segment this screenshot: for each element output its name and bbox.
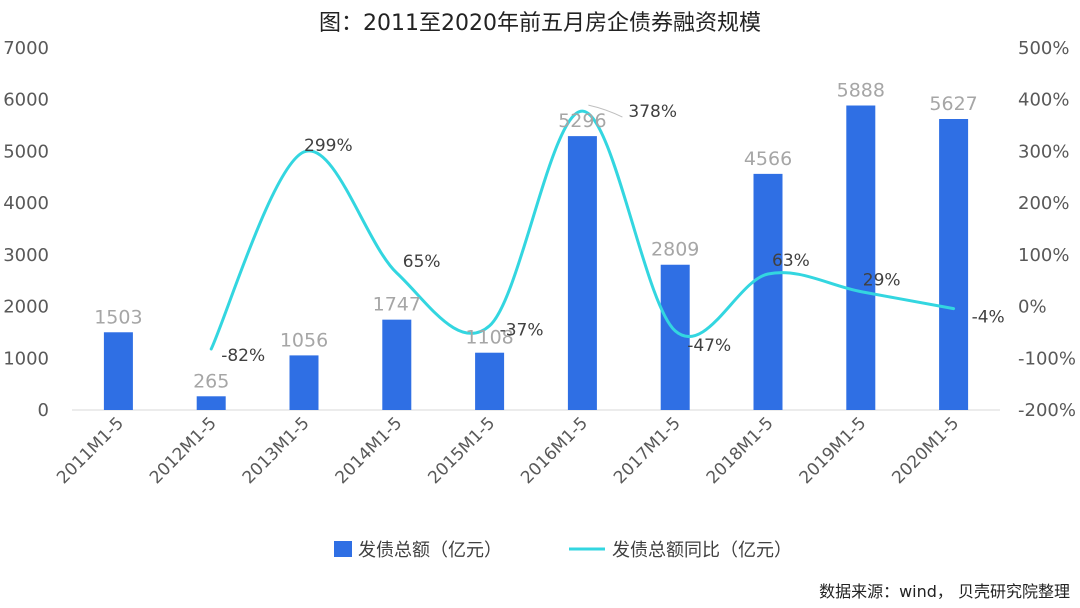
bar-series [103,105,969,410]
axes: 0 1000 2000 3000 4000 5000 6000 7000 -200% -100% 0… [3,38,1076,488]
y-left-tick-label: 6000 [3,90,49,111]
y-left-tick-label: 4000 [3,193,49,214]
legend-bar-label: 发债总额（亿元） [358,540,502,561]
y-left-tick-label: 2000 [3,297,49,318]
x-tick-label: 2014M1-5 [332,413,407,488]
data-labels: 1503 265 1056 1747 1108 5296 2809 4566 5888 5627 -… [94,80,1004,393]
legend: 发债总额（亿元） 发债总额同比（亿元） [334,540,792,561]
bar [289,355,319,410]
bar-value-label: 5627 [929,93,977,115]
bar [196,396,226,410]
line-value-label: -37% [500,321,544,341]
x-tick-label: 2018M1-5 [703,413,778,488]
bar [382,319,412,410]
bar [103,332,133,410]
legend-line-label: 发债总额同比（亿元） [612,540,792,561]
bar-value-label: 1056 [280,329,328,351]
bar [939,119,969,410]
x-tick-label: 2013M1-5 [239,413,314,488]
y-right-tick-label: -200% [1018,400,1076,421]
chart-title: 图：2011至2020年前五月房企债券融资规模 [319,11,761,36]
legend-bar-swatch [334,541,352,557]
line-series [209,109,956,351]
line-value-label: -82% [221,346,265,366]
y-left-tick-label: 5000 [3,141,49,162]
line-value-label: 65% [403,252,441,272]
line-value-label: -47% [687,336,731,356]
bar-value-label: 5888 [837,80,885,102]
y-left-tick-label: 3000 [3,245,49,266]
y-right-tick-label: 400% [1018,90,1069,111]
line-value-label: 378% [628,102,677,122]
data-label-leader [588,104,623,118]
line-value-label: 299% [304,136,353,156]
y-left-tick-label: 1000 [3,348,49,369]
y-right-tick-label: -100% [1018,348,1076,369]
bar-value-label: 265 [193,370,229,392]
bar-value-label: 1747 [373,294,421,316]
x-tick-label: 2019M1-5 [796,413,871,488]
y-left-tick-label: 0 [38,400,49,421]
bar-value-label: 1503 [94,306,142,328]
y-right-tick-label: 0% [1018,297,1047,318]
bar [567,136,597,410]
bar-value-label: 5296 [558,110,606,132]
x-tick-label: 2017M1-5 [610,413,685,488]
y-right-tick-label: 500% [1018,38,1069,59]
y-left-tick-label: 7000 [3,38,49,59]
bar-value-label: 2809 [651,239,699,261]
bar [846,105,876,410]
bar [475,352,505,410]
y-right-tick-label: 200% [1018,193,1069,214]
y-right-tick-label: 100% [1018,245,1069,266]
y-right-tick-label: 300% [1018,141,1069,162]
source-note: 数据来源：wind， 贝壳研究院整理 [819,582,1070,601]
line-value-label: 29% [863,271,901,291]
line-value-label: -4% [972,308,1005,328]
bar [753,173,783,410]
x-tick-label: 2020M1-5 [888,413,963,488]
x-tick-label: 2012M1-5 [146,413,221,488]
x-tick-label: 2016M1-5 [517,413,592,488]
x-tick-label: 2011M1-5 [53,413,128,488]
bar-value-label: 4566 [744,148,792,170]
bar-value-label: 1108 [465,327,513,349]
yoy-line [209,109,956,351]
line-value-label: 63% [772,251,810,271]
x-tick-label: 2015M1-5 [424,413,499,488]
